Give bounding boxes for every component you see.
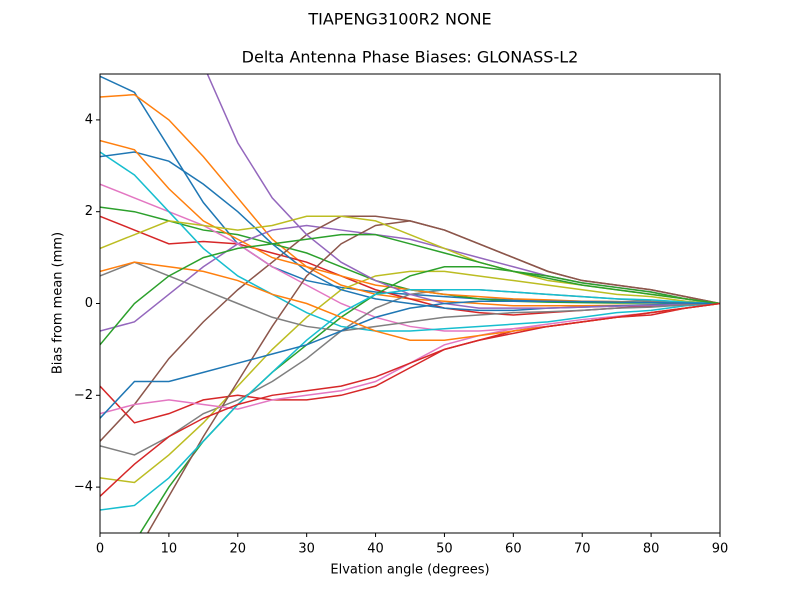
series-line xyxy=(100,233,720,346)
y-tick-label: −4 xyxy=(74,480,93,495)
x-tick-label: 60 xyxy=(505,542,522,557)
series-line xyxy=(206,74,720,309)
x-axis-label: Elvation angle (degrees) xyxy=(330,563,489,578)
series-line xyxy=(100,151,720,332)
series-line xyxy=(100,300,720,419)
series-line xyxy=(100,270,720,484)
y-tick-label: 2 xyxy=(85,204,93,219)
y-tick-label: 0 xyxy=(85,296,93,311)
x-tick-label: 90 xyxy=(712,542,729,557)
series-line xyxy=(146,220,720,533)
y-tick-label: −2 xyxy=(74,388,93,403)
x-tick-label: 30 xyxy=(298,542,315,557)
x-tick-label: 10 xyxy=(161,542,178,557)
series-line xyxy=(139,266,720,533)
suptitle: TIAPENG3100R2 NONE xyxy=(307,10,491,29)
x-tick-label: 50 xyxy=(436,542,453,557)
series-line xyxy=(100,302,720,497)
chart-title: Delta Antenna Phase Biases: GLONASS-L2 xyxy=(242,48,579,67)
x-tick-label: 70 xyxy=(574,542,591,557)
x-tick-label: 0 xyxy=(96,542,104,557)
series-line xyxy=(100,215,720,442)
x-tick-label: 80 xyxy=(643,542,660,557)
x-tick-label: 40 xyxy=(367,542,384,557)
series-line xyxy=(100,183,720,332)
x-tick-label: 20 xyxy=(230,542,247,557)
series-line xyxy=(100,302,720,415)
series-line xyxy=(100,288,720,511)
series-line xyxy=(100,261,720,332)
plot-lines xyxy=(100,74,720,533)
y-axis-label: Bias from mean (mm) xyxy=(51,232,66,374)
y-tick-label: 4 xyxy=(85,112,93,127)
